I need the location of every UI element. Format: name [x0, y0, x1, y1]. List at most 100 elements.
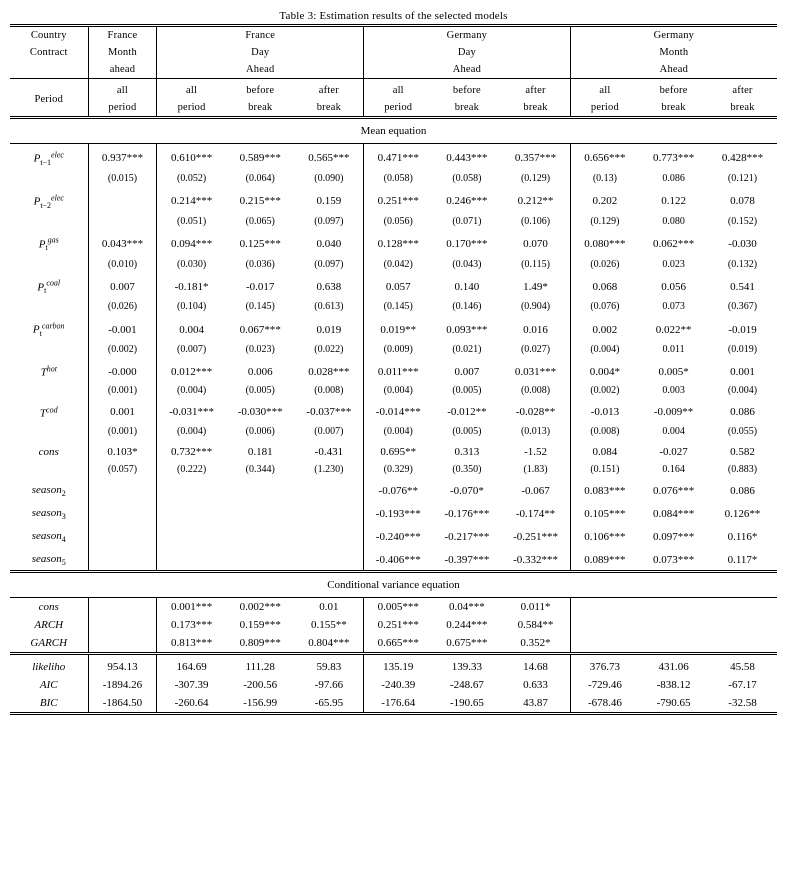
row-season4-c4: -0.240***	[364, 524, 433, 547]
row-T_cod-c4: -0.014***	[364, 399, 433, 423]
row-P_carbon-c9: -0.019	[708, 315, 777, 341]
row-P_elec_t1-se-c9: (0.121)	[708, 170, 777, 187]
row-T_cod-se-c0: (0.001)	[88, 423, 157, 440]
row-P_carbon-se-c3: (0.022)	[295, 341, 364, 358]
row-season2-c2	[226, 478, 295, 501]
row-P_elec_t1-c5: 0.443***	[432, 144, 501, 170]
row-season4-c1	[157, 524, 226, 547]
row-P_elec_t1-se-c0: (0.015)	[88, 170, 157, 187]
row-cons-se-c8: 0.164	[639, 461, 708, 478]
row-P_gas-c7: 0.080***	[570, 230, 639, 256]
hdr-group-0-l1: France	[88, 26, 157, 45]
row-P_elec_t1-c3: 0.565***	[295, 144, 364, 170]
row-P_elec_t1-c4: 0.471***	[364, 144, 433, 170]
hdr-group-1-l2: Day	[157, 44, 364, 61]
row-T_cod-c9: 0.086	[708, 399, 777, 423]
hdr-contract: Contract	[10, 44, 88, 61]
row-P_coal-se-c9: (0.367)	[708, 298, 777, 315]
row-T_hot-c6: 0.031***	[501, 358, 570, 382]
row-P_elec_t2-c2: 0.215***	[226, 187, 295, 213]
row-P_gas-se-c4: (0.042)	[364, 256, 433, 273]
row-cons-se-c6: (1.83)	[501, 461, 570, 478]
row-T_hot-c7: 0.004*	[570, 358, 639, 382]
row-T_hot-c0: -0.000	[88, 358, 157, 382]
hdr-sub-9: after	[708, 79, 777, 100]
row-P_coal-c7: 0.068	[570, 273, 639, 299]
row-season3-c1	[157, 501, 226, 524]
row-T_hot-se-c8: 0.003	[639, 382, 708, 399]
hdr-sub2-9: break	[708, 99, 777, 118]
row-P_coal-c6: 1.49*	[501, 273, 570, 299]
hdr-sub-0: all	[88, 79, 157, 100]
row-cons-c6: -1.52	[501, 440, 570, 461]
row-GARCH-c0	[88, 634, 157, 654]
row-P_coal-se-c3: (0.613)	[295, 298, 364, 315]
row-season3-c7: 0.105***	[570, 501, 639, 524]
row-season2-c7: 0.083***	[570, 478, 639, 501]
row-BIC-c6: 43.87	[501, 694, 570, 714]
row-P_coal-se-c6: (0.904)	[501, 298, 570, 315]
row-season5-label: season5	[10, 547, 88, 572]
row-cons-se-c5: (0.350)	[432, 461, 501, 478]
row-P_carbon-c4: 0.019**	[364, 315, 433, 341]
row-P_elec_t2-c7: 0.202	[570, 187, 639, 213]
row-T_hot-se-c4: (0.004)	[364, 382, 433, 399]
row-P_elec_t1-se-c2: (0.064)	[226, 170, 295, 187]
hdr-sub2-8: break	[639, 99, 708, 118]
row-P_elec_t1-c1: 0.610***	[157, 144, 226, 170]
row-season5-c4: -0.406***	[364, 547, 433, 572]
row-P_carbon-label: Ptcarbon	[10, 315, 88, 341]
row-P_carbon-c1: 0.004	[157, 315, 226, 341]
results-table: CountryFranceFranceGermanyGermanyContrac…	[10, 24, 777, 715]
row-T_cod-se-c8: 0.004	[639, 423, 708, 440]
row-T_hot-se-c5: (0.005)	[432, 382, 501, 399]
row-T_hot-c8: 0.005*	[639, 358, 708, 382]
row-P_elec_t2-se-c7: (0.129)	[570, 213, 639, 230]
row-AIC-c6: 0.633	[501, 676, 570, 694]
row-T_hot-c5: 0.007	[432, 358, 501, 382]
row-P_gas-se-label	[10, 256, 88, 273]
row-v_cons-c8	[639, 598, 708, 617]
row-BIC-c7: -678.46	[570, 694, 639, 714]
row-P_carbon-c5: 0.093***	[432, 315, 501, 341]
hdr-sub2-6: break	[501, 99, 570, 118]
row-T_hot-c3: 0.028***	[295, 358, 364, 382]
row-P_coal-se-c7: (0.076)	[570, 298, 639, 315]
row-P_gas-c1: 0.094***	[157, 230, 226, 256]
row-v_cons-c1: 0.001***	[157, 598, 226, 617]
row-P_gas-c8: 0.062***	[639, 230, 708, 256]
hdr-group-3-l2: Month	[570, 44, 777, 61]
row-season2-c4: -0.076**	[364, 478, 433, 501]
row-T_cod-c2: -0.030***	[226, 399, 295, 423]
row-P_gas-se-c1: (0.030)	[157, 256, 226, 273]
row-season2-label: season2	[10, 478, 88, 501]
row-ARCH-c9	[708, 616, 777, 634]
row-GARCH-c2: 0.809***	[226, 634, 295, 654]
hdr-group-1-l3: Ahead	[157, 61, 364, 79]
row-P_elec_t1-se-c7: (0.13)	[570, 170, 639, 187]
row-v_cons-c5: 0.04***	[432, 598, 501, 617]
hdr-sub2-1: period	[157, 99, 226, 118]
row-BIC-c9: -32.58	[708, 694, 777, 714]
row-T_hot-se-c3: (0.008)	[295, 382, 364, 399]
row-cons-se-c3: (1.230)	[295, 461, 364, 478]
row-AIC-c3: -97.66	[295, 676, 364, 694]
row-P_carbon-se-c5: (0.021)	[432, 341, 501, 358]
row-T_cod-c5: -0.012**	[432, 399, 501, 423]
row-season4-c0	[88, 524, 157, 547]
table-caption: Table 3: Estimation results of the selec…	[10, 10, 777, 24]
row-likeliho-c1: 164.69	[157, 654, 226, 677]
row-P_gas-c6: 0.070	[501, 230, 570, 256]
row-ARCH-c1: 0.173***	[157, 616, 226, 634]
row-P_coal-c5: 0.140	[432, 273, 501, 299]
row-GARCH-c9	[708, 634, 777, 654]
row-T_cod-se-label	[10, 423, 88, 440]
row-P_coal-c2: -0.017	[226, 273, 295, 299]
row-T_hot-se-c7: (0.002)	[570, 382, 639, 399]
row-AIC-c5: -248.67	[432, 676, 501, 694]
row-P_gas-se-c2: (0.036)	[226, 256, 295, 273]
row-GARCH-c4: 0.665***	[364, 634, 433, 654]
row-P_elec_t2-c4: 0.251***	[364, 187, 433, 213]
row-season4-c9: 0.116*	[708, 524, 777, 547]
row-P_elec_t1-c6: 0.357***	[501, 144, 570, 170]
